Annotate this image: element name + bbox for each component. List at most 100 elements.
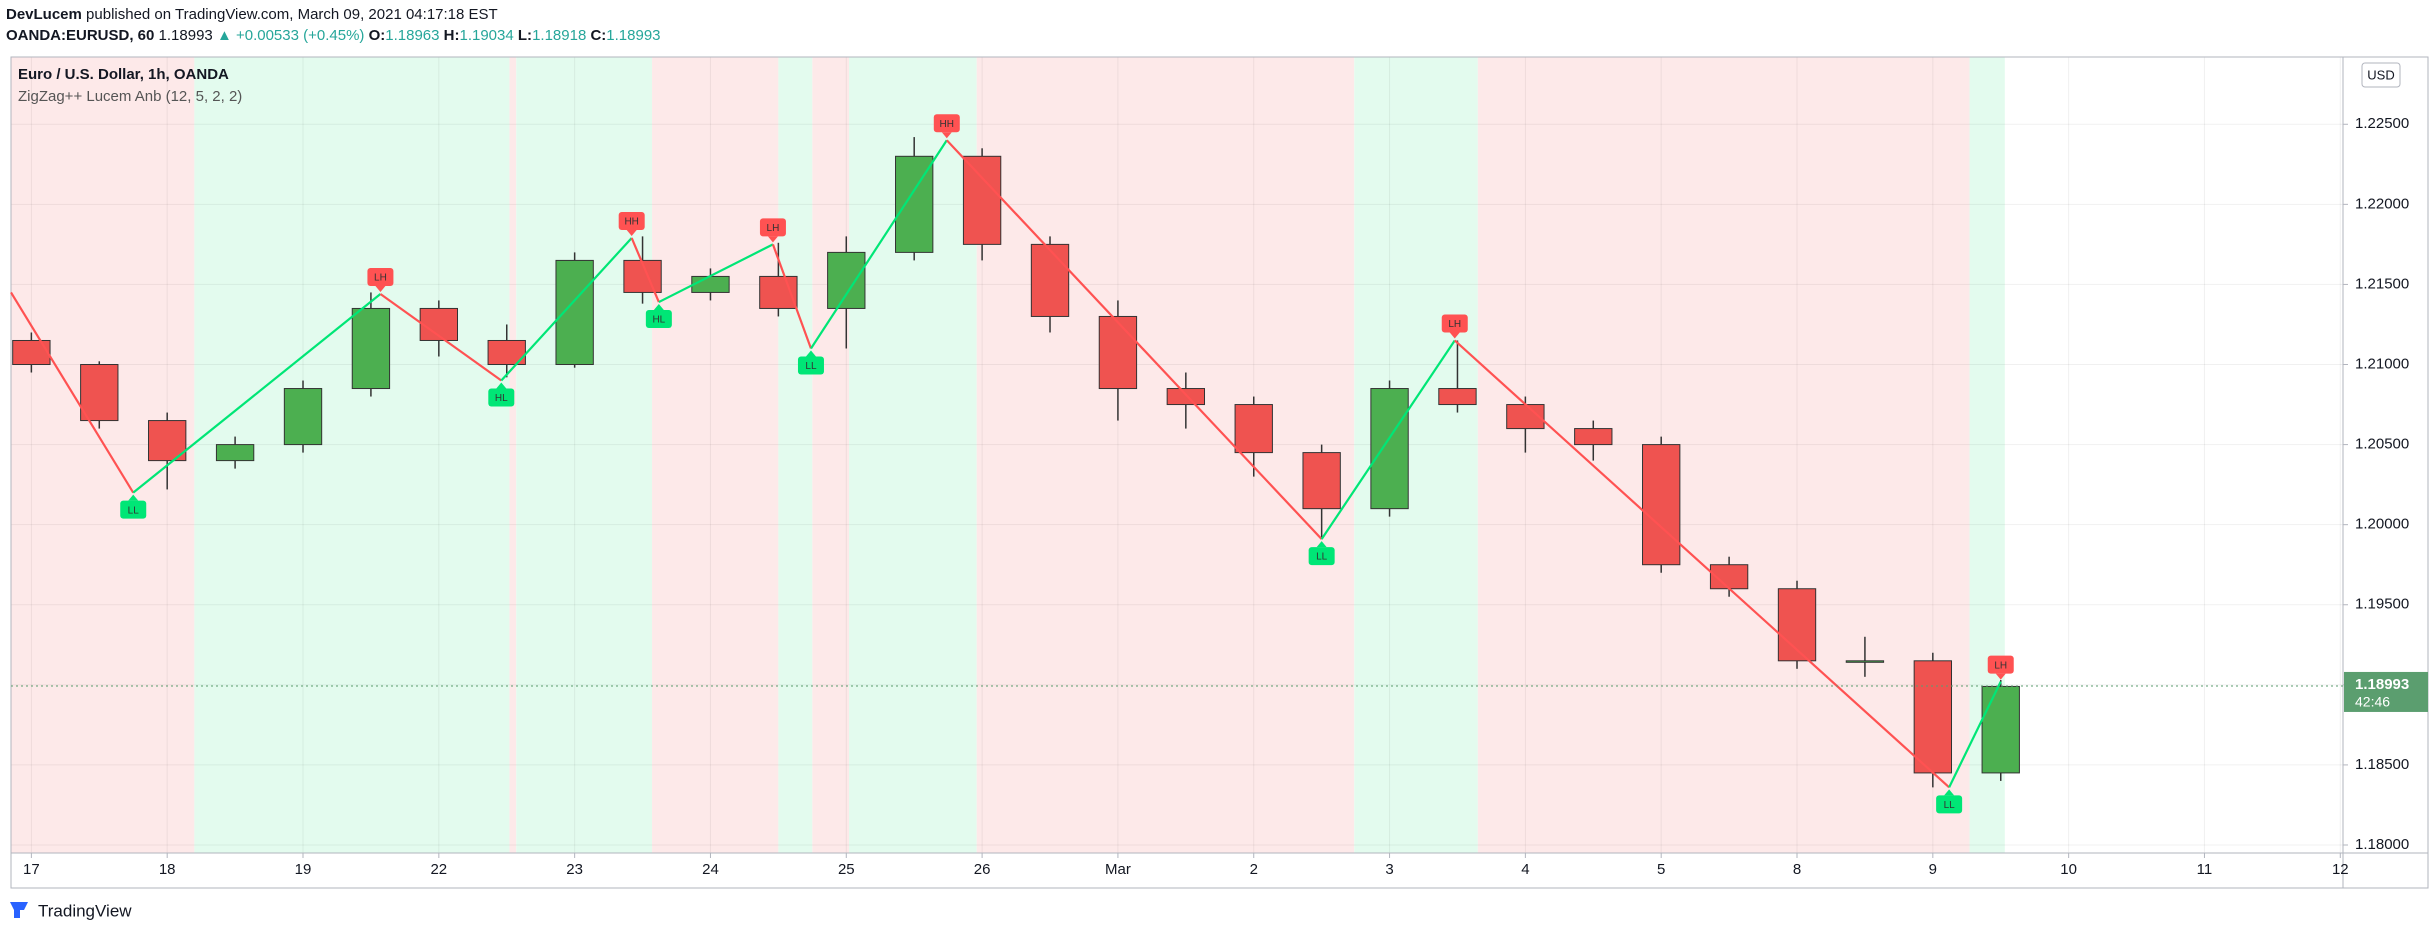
open: 1.18963 — [385, 27, 440, 44]
x-tick-label: 12 — [2332, 861, 2349, 878]
x-tick-label: 4 — [1521, 861, 1529, 878]
x-tick-label: 3 — [1385, 861, 1393, 878]
pivot-marker — [933, 114, 960, 133]
header-line-1: DevLucem published on TradingView.com, M… — [6, 4, 661, 25]
logo-icon — [10, 902, 28, 918]
pivot-pointer — [496, 382, 507, 389]
candle-body — [148, 420, 187, 462]
candle-body — [1574, 428, 1613, 446]
x-tick-label: 10 — [2060, 861, 2077, 878]
zigzag-segment — [500, 237, 633, 382]
candle-body — [1302, 452, 1341, 510]
zigzag-segment — [810, 139, 948, 350]
zigzag-segment — [10, 291, 135, 494]
pivot-marker — [1441, 314, 1468, 333]
candle-body — [827, 251, 866, 309]
y-tick-label: 1.18500 — [2355, 756, 2409, 773]
candle-body — [1098, 315, 1138, 390]
y-tick-label: 1.22000 — [2355, 195, 2409, 212]
last-price-label: 1.18993 — [2355, 676, 2409, 693]
candle-body — [962, 155, 1002, 245]
candle-body — [80, 364, 119, 422]
trend-zone — [778, 57, 813, 853]
pivot-marker — [618, 211, 645, 230]
pivot-pointer — [653, 304, 664, 311]
y-tick-label: 1.18000 — [2355, 836, 2409, 853]
high-label: H: — [443, 27, 460, 44]
zigzag-segment — [379, 293, 502, 382]
x-tick-label: 17 — [23, 861, 40, 878]
pivot-label: LH — [767, 223, 780, 234]
low-label: L: — [517, 27, 533, 44]
pivot-label: LL — [1944, 800, 1956, 811]
candle-body — [12, 339, 51, 366]
x-tick-label: 2 — [1250, 861, 1258, 878]
x-tick-label: 24 — [702, 861, 719, 878]
pivot-pointer — [1944, 789, 1955, 796]
pivot-pointer — [626, 229, 637, 236]
candle-body — [1913, 660, 1953, 774]
close-label: C: — [590, 27, 607, 44]
y-tick-label: 1.22500 — [2355, 115, 2409, 132]
x-tick-label: 18 — [159, 861, 176, 878]
x-tick-label: 23 — [566, 861, 583, 878]
candle-body — [215, 444, 255, 462]
zigzag-segment — [630, 237, 660, 303]
pivot-pointer — [1995, 673, 2006, 680]
price: 1.18993 — [158, 27, 213, 44]
pivot-label: HH — [940, 119, 954, 130]
frame — [10, 56, 2429, 889]
x-tick-label: 5 — [1657, 861, 1665, 878]
zigzag-segment — [945, 139, 1323, 540]
pivot-marker — [488, 388, 515, 407]
zigzag-segment — [1948, 681, 2002, 788]
footer-brand: TradingView — [38, 901, 132, 920]
close: 1.18993 — [606, 27, 661, 44]
candle-body — [1166, 388, 1206, 406]
y-tick-label: 1.19500 — [2355, 596, 2409, 613]
y-tick-label: 1.21000 — [2355, 355, 2409, 372]
change: +0.00533 (+0.45%) — [235, 27, 365, 44]
x-tick-label: 8 — [1793, 861, 1801, 878]
header: DevLucem published on TradingView.com, M… — [6, 4, 661, 46]
trend-zone — [812, 57, 849, 853]
trend-zone — [516, 57, 653, 853]
pivot-marker — [759, 218, 786, 237]
pivot-pointer — [767, 236, 778, 243]
indicator-name: ZigZag++ Lucem Anb (12, 5, 2, 2) — [18, 88, 242, 105]
x-tick-label: 19 — [295, 861, 312, 878]
zigzag-segment — [1320, 339, 1456, 540]
high: 1.19034 — [459, 27, 514, 44]
x-tick-label: 22 — [430, 861, 447, 878]
x-tick-label: 9 — [1929, 861, 1937, 878]
candle-body — [555, 259, 594, 366]
y-tick-label: 1.20500 — [2355, 436, 2409, 453]
pivot-pointer — [941, 132, 952, 139]
pivot-label: LH — [1994, 660, 2007, 671]
pivot-pointer — [805, 350, 816, 357]
pivot-marker — [1308, 547, 1335, 566]
pivot-marker — [1987, 655, 2014, 674]
y-tick-label: 1.21500 — [2355, 275, 2409, 292]
trend-zone — [509, 57, 517, 853]
open-label: O: — [368, 27, 386, 44]
pivot-marker — [120, 500, 147, 519]
pivot-label: HL — [495, 393, 508, 404]
candle-body — [1030, 243, 1070, 317]
candle-body — [1234, 404, 1273, 454]
candle-body — [283, 388, 323, 446]
pivot-label: LH — [374, 273, 387, 284]
trend-zone — [1477, 57, 1970, 853]
published: published on TradingView.com, March 09, … — [86, 6, 498, 23]
candle-body — [1370, 388, 1409, 510]
x-tick-label: Mar — [1105, 861, 1131, 878]
author: DevLucem — [6, 6, 82, 23]
arrow: ▲ — [216, 27, 232, 44]
currency-box — [2361, 62, 2401, 88]
x-tick-label: 11 — [2197, 861, 2213, 878]
pivot-label: LH — [1448, 319, 1461, 330]
trend-zone — [652, 57, 779, 853]
trend-zone — [976, 57, 1355, 853]
symbol: OANDA:EURUSD, 60 — [6, 27, 155, 44]
